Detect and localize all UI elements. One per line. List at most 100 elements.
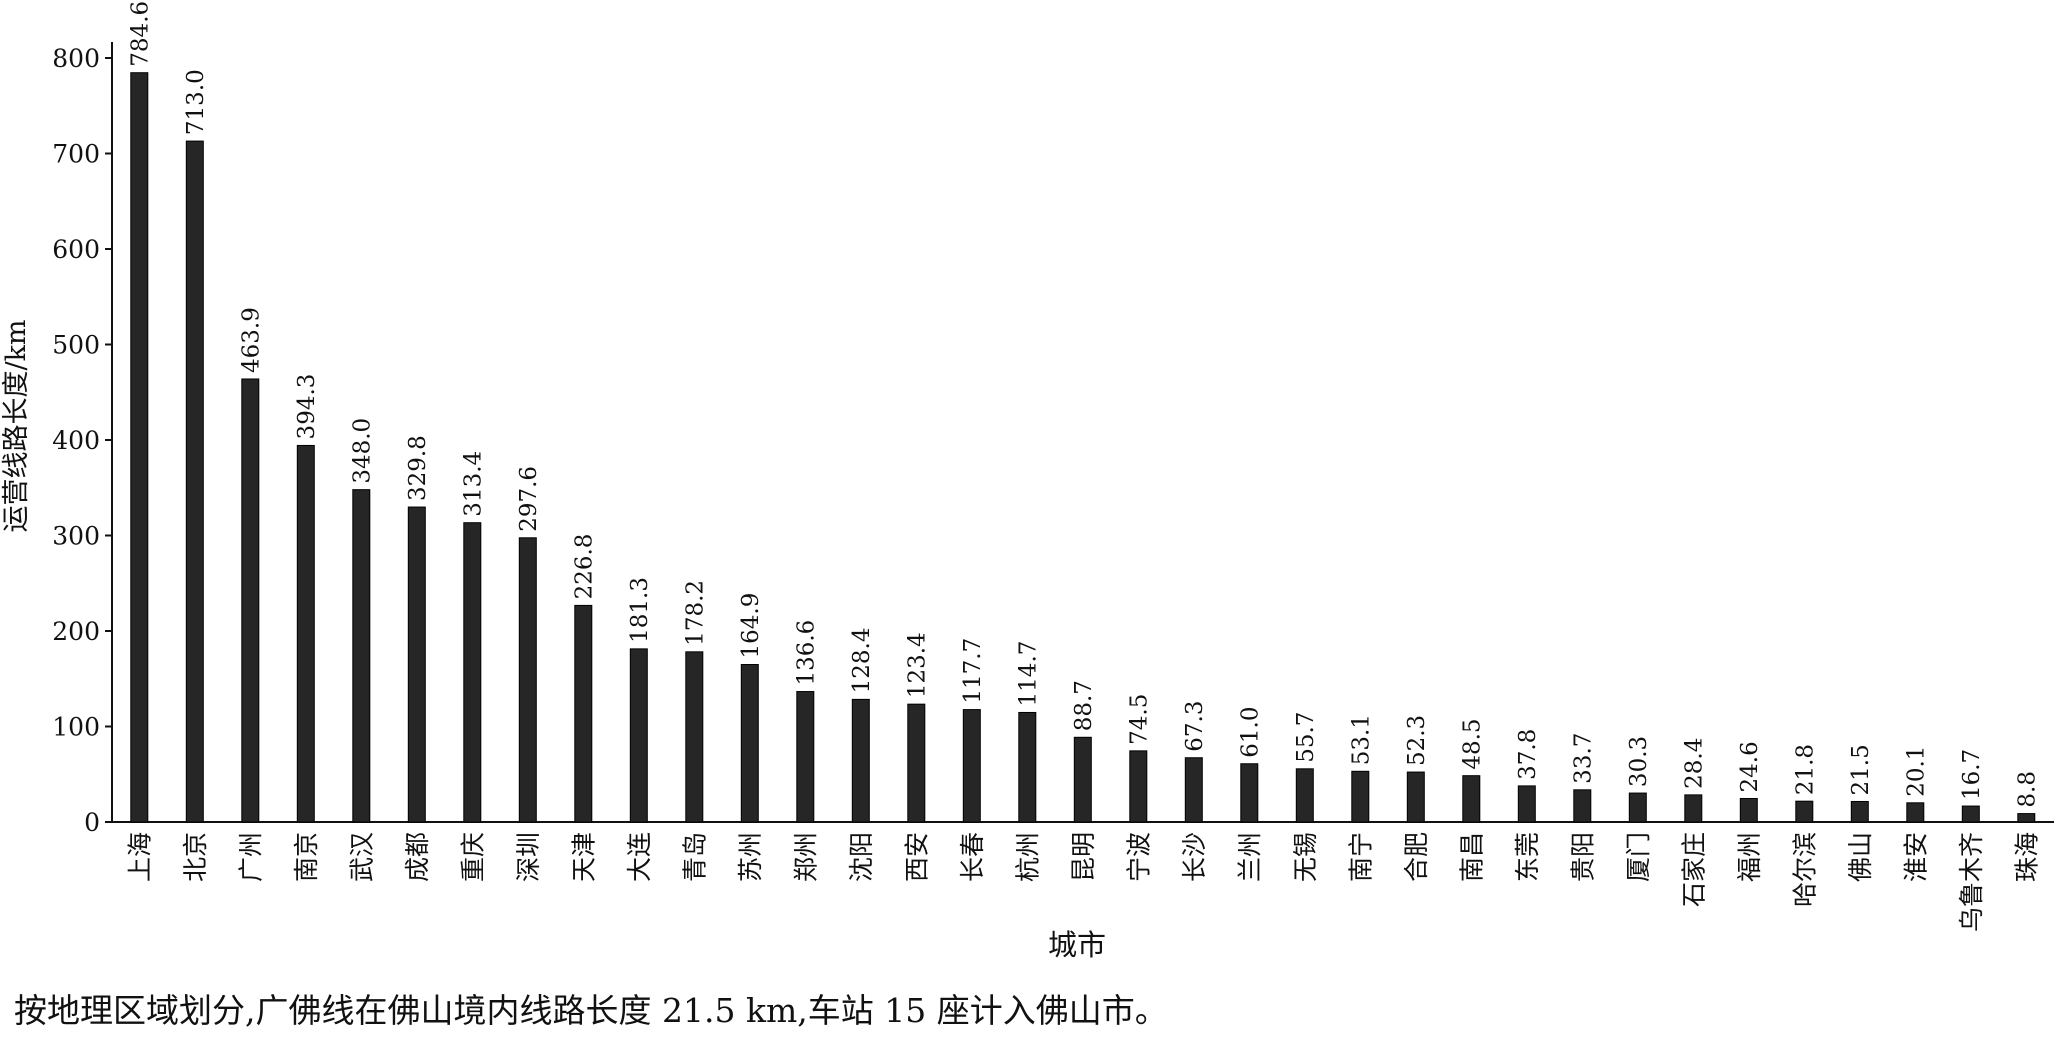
x-tick-label: 淮安	[1901, 832, 1930, 882]
x-tick-label: 杭州	[1013, 832, 1042, 882]
bar	[1240, 763, 1259, 823]
bar	[1018, 711, 1037, 823]
bar-value-label: 53.1	[1348, 714, 1374, 765]
bar-value-label: 37.8	[1515, 729, 1541, 780]
x-tick-label: 乌鲁木齐	[1957, 832, 1986, 932]
x-tick-label: 沈阳	[847, 832, 876, 882]
bar-value-label: 784.6	[127, 1, 153, 67]
bar	[574, 604, 593, 823]
bar-value-label: 348.0	[349, 418, 375, 484]
x-tick-labels: 上海 北京 广州 南京 武汉 成都 重庆 深圳 天津 大连 青岛 苏州 郑州 沈阳 西安 长春 杭州 昆明 宁波 长沙…	[125, 832, 2041, 932]
bar	[1906, 802, 1925, 823]
x-tick-label: 厦门	[1624, 832, 1653, 882]
footnote: 按地理区域划分,广佛线在佛山境内线路长度 21.5 km,车站 15 座计入佛山…	[14, 991, 1168, 1030]
bar-value-label: 313.4	[460, 451, 486, 517]
x-tick-label: 天津	[569, 832, 598, 882]
y-tick-label: 0	[84, 808, 100, 837]
bar-value-label: 297.6	[516, 466, 542, 532]
y-tick-label: 300	[52, 522, 100, 551]
bar	[1073, 736, 1092, 823]
value-labels: 784.6 713.0 463.9 394.3 348.0 329.8 313.4 297.6…	[127, 1, 2040, 808]
bar	[518, 537, 537, 823]
x-tick-label: 石家庄	[1679, 832, 1708, 907]
bar-value-label: 136.6	[793, 620, 819, 686]
bar	[796, 691, 815, 823]
bar	[1961, 805, 1980, 823]
y-tick-label: 400	[52, 426, 100, 455]
y-tick-label: 200	[52, 617, 100, 646]
bar-value-label: 52.3	[1404, 715, 1430, 766]
bar-value-label: 33.7	[1570, 733, 1596, 784]
bar-value-label: 61.0	[1237, 707, 1263, 758]
x-tick-label: 福州	[1735, 832, 1764, 882]
bar	[1351, 770, 1370, 823]
bar	[1684, 794, 1703, 823]
bar	[1462, 775, 1481, 823]
bar	[1573, 789, 1592, 823]
bar	[130, 72, 149, 823]
bar	[1850, 800, 1869, 823]
x-tick-label: 武汉	[347, 832, 376, 882]
bar	[2017, 813, 2036, 823]
x-tick-label: 大连	[625, 832, 654, 882]
x-tick-label: 青岛	[680, 832, 709, 882]
bar	[962, 709, 981, 823]
bar-value-label: 181.3	[627, 577, 653, 643]
x-tick-label: 珠海	[2012, 832, 2041, 882]
bar-value-label: 713.0	[183, 69, 209, 135]
bar	[185, 140, 204, 823]
x-axis-title: 城市	[1048, 928, 1106, 962]
bars	[130, 72, 2036, 823]
bar	[907, 703, 926, 823]
x-tick-label: 成都	[403, 832, 432, 882]
x-tick-label: 兰州	[1235, 832, 1264, 882]
bar	[296, 444, 315, 823]
bar-value-label: 463.9	[238, 307, 264, 373]
bar-value-label: 24.6	[1737, 741, 1763, 792]
bar	[851, 698, 870, 823]
x-tick-label: 昆明	[1069, 832, 1098, 882]
x-tick-label: 西安	[902, 832, 931, 882]
bar-value-label: 226.8	[571, 534, 597, 600]
bar-value-label: 20.1	[1903, 746, 1929, 797]
bar	[407, 506, 426, 823]
x-tick-label: 重庆	[458, 832, 487, 882]
y-tick-label: 700	[52, 140, 100, 169]
y-tick-label: 100	[52, 713, 100, 742]
x-tick-label: 苏州	[736, 832, 765, 882]
bar-value-label: 88.7	[1071, 680, 1097, 731]
bar	[740, 664, 759, 823]
bar-value-label: 117.7	[960, 638, 986, 704]
x-tick-label: 北京	[181, 832, 210, 882]
bar-value-label: 114.7	[1015, 641, 1041, 707]
x-tick-label: 上海	[125, 832, 154, 882]
bar	[1184, 757, 1203, 823]
bar-value-label: 28.4	[1681, 738, 1707, 789]
y-tick-label: 600	[52, 235, 100, 264]
bar	[1628, 792, 1647, 823]
bar	[1406, 771, 1425, 823]
bar-value-label: 123.4	[904, 632, 930, 698]
bar-value-label: 16.7	[1959, 749, 1985, 800]
y-tick-label: 800	[52, 44, 100, 73]
x-tick-label: 合肥	[1402, 832, 1431, 882]
bar	[241, 378, 260, 823]
x-tick-label: 长沙	[1180, 832, 1209, 882]
bar-value-label: 48.5	[1459, 718, 1485, 769]
x-tick-label: 南宁	[1346, 832, 1375, 882]
x-tick-label: 南昌	[1457, 832, 1486, 882]
bar	[1517, 785, 1536, 823]
bar	[463, 522, 482, 823]
x-tick-label: 贵阳	[1568, 832, 1597, 882]
bar-value-label: 8.8	[2014, 771, 2040, 808]
bar-value-label: 164.9	[738, 593, 764, 659]
y-tick-label: 500	[52, 331, 100, 360]
x-tick-label: 长春	[958, 832, 987, 882]
bar-value-label: 21.5	[1848, 744, 1874, 795]
x-tick-label: 佛山	[1846, 832, 1875, 882]
bar	[1739, 798, 1758, 823]
bar-value-label: 178.2	[682, 580, 708, 646]
y-axis-title: 运营线路长度/km	[1, 319, 32, 532]
bar-value-label: 55.7	[1293, 712, 1319, 763]
